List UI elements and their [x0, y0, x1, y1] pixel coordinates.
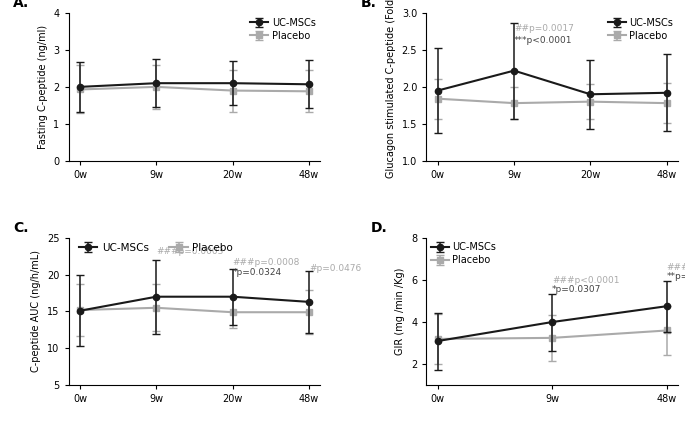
Legend: UC-MSCs, Placebo: UC-MSCs, Placebo [431, 242, 497, 265]
Text: D.: D. [371, 221, 388, 235]
Text: ##p=0.0017: ##p=0.0017 [514, 24, 574, 33]
Legend: UC-MSCs, Placebo: UC-MSCs, Placebo [608, 18, 673, 41]
Y-axis label: GIR (mg /min /Kg): GIR (mg /min /Kg) [395, 268, 406, 355]
Text: ###p=0.0008: ###p=0.0008 [233, 258, 300, 267]
Text: C.: C. [13, 221, 29, 235]
Text: ###p<0.0001: ###p<0.0001 [667, 263, 685, 272]
Text: #p=0.0476: #p=0.0476 [309, 264, 361, 273]
Text: *p=0.0324: *p=0.0324 [233, 268, 282, 277]
Y-axis label: Glucagon stimulated C-peptide (Fold): Glucagon stimulated C-peptide (Fold) [386, 0, 396, 178]
Text: *p=0.0307: *p=0.0307 [552, 284, 601, 294]
Text: **p=0.0040: **p=0.0040 [667, 272, 685, 281]
Y-axis label: Fasting C-peptide (ng/ml): Fasting C-peptide (ng/ml) [38, 25, 48, 149]
Y-axis label: C-peptide AUC (ng/h/mL): C-peptide AUC (ng/h/mL) [32, 250, 41, 372]
Text: ###p=0.0003: ###p=0.0003 [156, 247, 224, 256]
Text: ###p<0.0001: ###p<0.0001 [552, 276, 620, 285]
Legend: UC-MSCs, Placebo: UC-MSCs, Placebo [250, 18, 316, 41]
Text: ***p<0.0001: ***p<0.0001 [514, 36, 573, 45]
Text: B.: B. [361, 0, 377, 10]
Legend: UC-MSCs, Placebo: UC-MSCs, Placebo [79, 243, 233, 253]
Text: A.: A. [13, 0, 29, 10]
